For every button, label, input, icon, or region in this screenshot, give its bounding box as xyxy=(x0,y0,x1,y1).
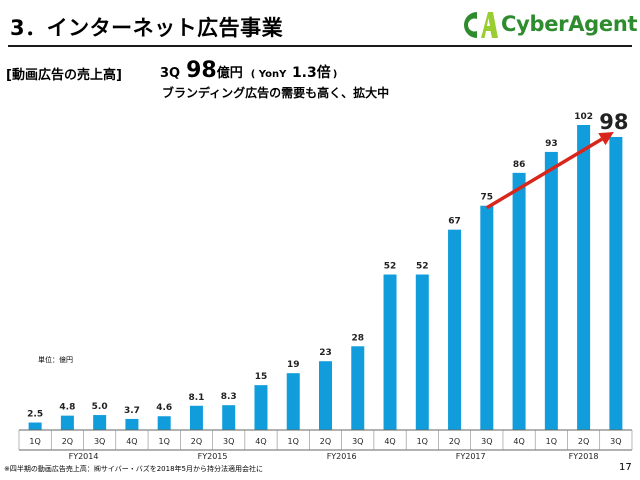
subheading: ブランディング広告の需要も高く、拡大中 xyxy=(162,86,390,100)
x-tick-label: 2Q xyxy=(449,437,460,446)
bar xyxy=(28,422,42,430)
x-tick-label: 3Q xyxy=(94,437,105,446)
fiscal-year-label: FY2014 xyxy=(69,452,99,461)
page-number: 17 xyxy=(619,462,632,473)
data-label: 3.7 xyxy=(124,406,140,416)
data-label: 102 xyxy=(574,112,593,122)
headline-kpi: 3Q 98億円 ( YonY 1.3倍) xyxy=(160,58,337,83)
fiscal-year-label: FY2018 xyxy=(569,452,599,461)
bar xyxy=(222,405,236,430)
x-tick-label: 4Q xyxy=(126,437,137,446)
kpi-yoy-open: ( YonY xyxy=(250,69,287,80)
fiscal-year-label: FY2016 xyxy=(327,452,357,461)
x-tick-label: 1Q xyxy=(546,437,557,446)
bar xyxy=(577,125,591,430)
bar xyxy=(415,274,429,430)
bar xyxy=(448,229,462,430)
data-label: 15 xyxy=(255,372,268,382)
data-label: 8.1 xyxy=(188,393,204,403)
bar xyxy=(286,373,300,430)
x-tick-label: 2Q xyxy=(191,437,202,446)
x-tick-label: 4Q xyxy=(255,437,266,446)
bar xyxy=(319,361,332,430)
x-tick-label: 2Q xyxy=(62,437,73,446)
kpi-quarter: 3Q xyxy=(160,66,181,81)
x-tick-label: 3Q xyxy=(223,437,234,446)
data-label: 19 xyxy=(287,360,300,370)
data-label: 93 xyxy=(545,139,558,149)
data-label: 86 xyxy=(513,160,526,170)
cyberagent-logo: CyberAgent xyxy=(460,8,638,42)
data-label: 23 xyxy=(319,348,332,358)
data-label: 75 xyxy=(481,193,494,203)
data-label: 52 xyxy=(416,262,429,272)
kpi-value: 98 xyxy=(186,58,217,83)
data-label: 52 xyxy=(384,262,397,272)
x-tick-label: 3Q xyxy=(352,437,363,446)
x-tick-label: 4Q xyxy=(384,437,395,446)
trend-arrow-head xyxy=(598,131,614,146)
x-tick-label: 3Q xyxy=(610,437,621,446)
x-tick-label: 4Q xyxy=(513,437,524,446)
x-tick-label: 3Q xyxy=(481,437,492,446)
bar xyxy=(157,416,171,430)
bar xyxy=(60,415,74,430)
bar xyxy=(125,418,139,430)
title-divider xyxy=(8,45,632,47)
data-label: 4.6 xyxy=(156,403,172,413)
logo-wordmark: CyberAgent xyxy=(501,12,638,36)
bar xyxy=(383,274,397,430)
fiscal-year-label: FY2015 xyxy=(198,452,228,461)
bar xyxy=(544,151,558,431)
bar xyxy=(480,205,494,430)
bar xyxy=(351,346,365,430)
page-title: 3．インターネット広告事業 xyxy=(10,16,284,40)
data-label: 67 xyxy=(448,217,461,227)
data-label: 98 xyxy=(599,110,628,134)
x-tick-label: 1Q xyxy=(158,437,169,446)
bar xyxy=(93,415,107,430)
kpi-unit: 億円 xyxy=(216,66,243,81)
unit-label: 単位：億円 xyxy=(38,356,73,364)
cyberagent-ca-logo-icon xyxy=(464,12,498,38)
kpi-yoy-value: 1.3倍 xyxy=(291,65,331,81)
footnote: ※四半期の動画広告売上高：㈱サイバー・バズを2018年5月から持分法適用会社に xyxy=(4,465,263,473)
x-tick-label: 2Q xyxy=(578,437,589,446)
data-label: 28 xyxy=(351,333,364,343)
x-tick-label: 1Q xyxy=(417,437,428,446)
data-label: 4.8 xyxy=(59,403,75,413)
bar xyxy=(189,405,203,430)
data-label: 5.0 xyxy=(92,402,108,412)
x-tick-label: 1Q xyxy=(29,437,40,446)
trend-arrow-line xyxy=(485,137,603,210)
fiscal-year-label: FY2017 xyxy=(456,452,486,461)
data-label: 2.5 xyxy=(27,410,43,420)
data-label: 8.3 xyxy=(221,392,237,402)
bar xyxy=(609,136,623,430)
bar xyxy=(254,385,268,430)
x-tick-label: 2Q xyxy=(320,437,331,446)
section-label: [動画広告の売上高] xyxy=(6,68,122,83)
x-tick-label: 1Q xyxy=(288,437,299,446)
bar xyxy=(512,172,526,430)
kpi-yoy-close: ) xyxy=(332,69,338,80)
